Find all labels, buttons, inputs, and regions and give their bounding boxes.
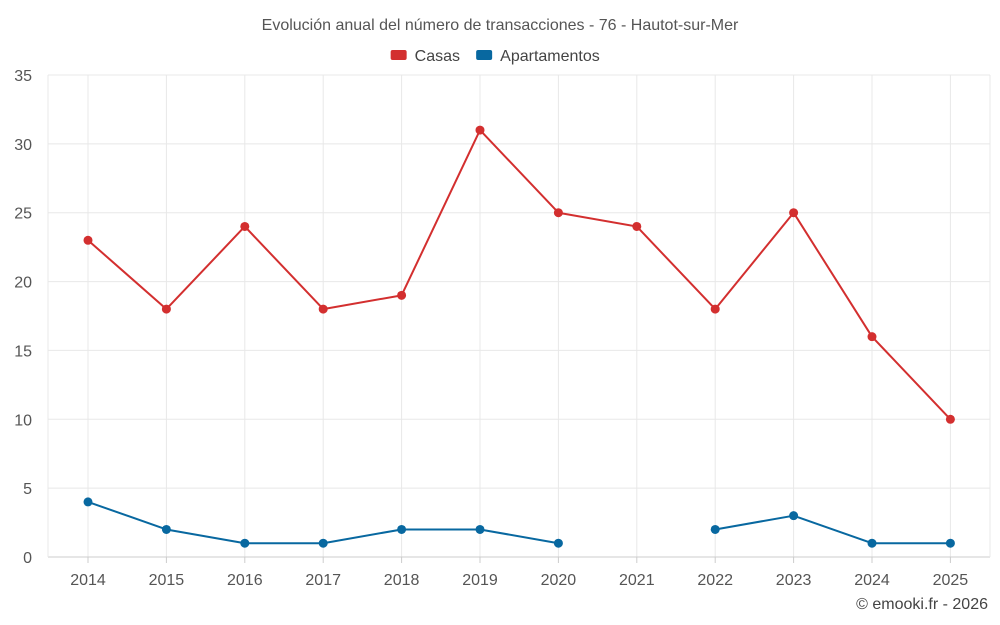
- data-point[interactable]: [83, 235, 93, 245]
- data-point[interactable]: [553, 538, 563, 548]
- x-tick-label: 2017: [305, 572, 341, 589]
- data-point[interactable]: [867, 332, 877, 342]
- legend: Casas Apartamentos: [390, 48, 600, 65]
- x-tick-label: 2025: [933, 572, 969, 589]
- x-tick-label: 2018: [384, 572, 420, 589]
- series-line: [87, 129, 952, 420]
- y-tick-label: 0: [23, 550, 32, 567]
- data-point[interactable]: [475, 125, 485, 135]
- data-point[interactable]: [945, 538, 955, 548]
- data-point[interactable]: [397, 524, 407, 534]
- x-tick-label: 2024: [854, 572, 890, 589]
- y-tick-label: 35: [14, 68, 32, 85]
- x-tick-label: 2023: [776, 572, 812, 589]
- legend-label: Casas: [415, 48, 460, 65]
- legend-label: Apartamentos: [500, 48, 600, 65]
- x-tick-label: 2019: [462, 572, 498, 589]
- data-point[interactable]: [397, 290, 407, 300]
- x-tick-label: 2014: [70, 572, 106, 589]
- x-tick-label: 2022: [697, 572, 733, 589]
- y-tick-label: 25: [14, 206, 32, 223]
- y-tick-label: 20: [14, 275, 32, 292]
- data-point[interactable]: [789, 511, 799, 521]
- legend-item[interactable]: Casas: [390, 48, 460, 65]
- series-casas: [83, 125, 955, 424]
- x-tick-label: 2015: [149, 572, 185, 589]
- series-line: [715, 514, 951, 545]
- series-layer: [83, 125, 955, 548]
- data-point[interactable]: [240, 221, 250, 231]
- y-tick-label: 10: [14, 412, 32, 429]
- data-point[interactable]: [475, 524, 485, 534]
- data-point[interactable]: [161, 304, 171, 314]
- x-tick-label: 2016: [227, 572, 263, 589]
- x-tick-label: 2021: [619, 572, 655, 589]
- data-point[interactable]: [161, 524, 171, 534]
- data-point[interactable]: [553, 208, 563, 218]
- data-point[interactable]: [710, 524, 720, 534]
- series-apartamentos: [83, 497, 955, 548]
- x-tick-label: 2020: [541, 572, 577, 589]
- data-point[interactable]: [632, 221, 642, 231]
- data-point[interactable]: [318, 304, 328, 314]
- data-point[interactable]: [240, 538, 250, 548]
- legend-swatch: [390, 50, 407, 60]
- y-tick-label: 30: [14, 137, 32, 154]
- legend-item[interactable]: Apartamentos: [476, 48, 600, 65]
- data-point[interactable]: [867, 538, 877, 548]
- data-point[interactable]: [318, 538, 328, 548]
- data-point[interactable]: [710, 304, 720, 314]
- y-tick-label: 5: [23, 481, 32, 498]
- credit-text: © emooki.fr - 2026: [856, 596, 988, 613]
- chart-title: Evolución anual del número de transaccio…: [262, 17, 739, 34]
- data-point[interactable]: [83, 497, 93, 507]
- grid: [47, 74, 991, 563]
- x-axis-ticks: 2014 2015 2016 2017 2018 2019 2020 2021 2022 2023…: [70, 572, 968, 589]
- y-tick-label: 15: [14, 343, 32, 360]
- legend-swatch: [476, 50, 493, 60]
- y-axis-ticks: 0 5 10 15 20 25 30 35: [14, 68, 32, 567]
- data-point[interactable]: [945, 414, 955, 424]
- data-point[interactable]: [789, 208, 799, 218]
